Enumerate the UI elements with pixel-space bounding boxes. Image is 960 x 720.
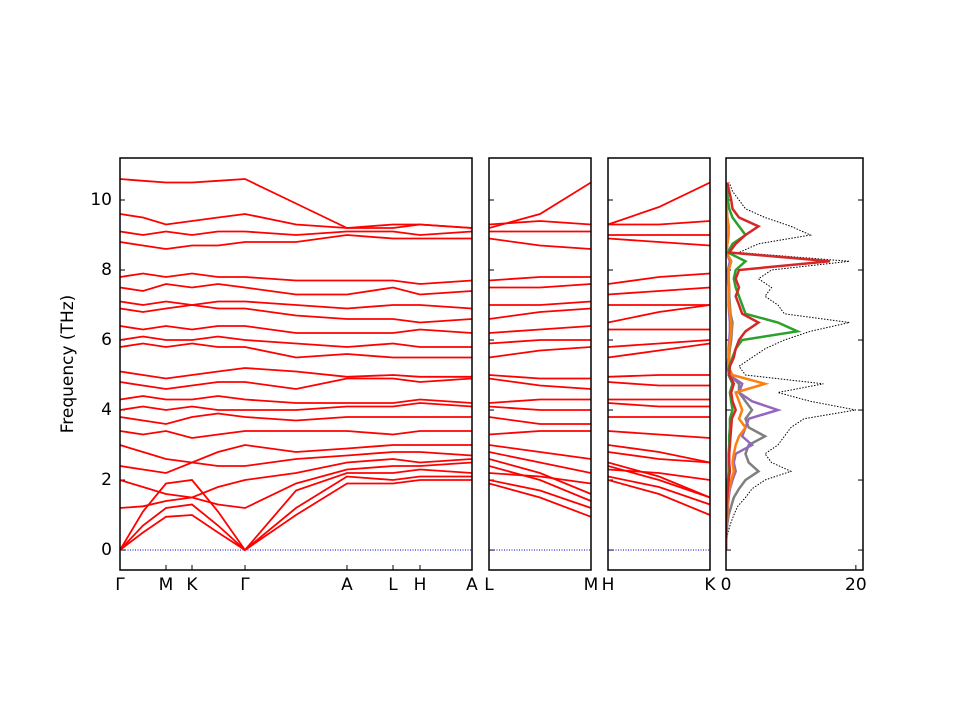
dos-line [726, 182, 770, 550]
band-line [608, 461, 710, 499]
band-line [608, 220, 710, 226]
band-line [489, 405, 591, 411]
band-line [608, 339, 710, 348]
band-line [120, 458, 472, 499]
band-line [608, 286, 710, 296]
band-line [120, 325, 472, 334]
band-line [489, 346, 591, 359]
x-tick-label: 0 [721, 575, 732, 595]
band-line [489, 283, 591, 289]
band-line [120, 234, 472, 250]
band-line [608, 304, 710, 324]
band-line [120, 468, 472, 552]
x-tick-label: H [602, 575, 615, 595]
y-tick-label: 0 [101, 540, 112, 560]
band-line [489, 325, 591, 334]
band-line [608, 479, 710, 516]
band-line [489, 444, 591, 460]
band-line [120, 230, 472, 236]
band-line [608, 444, 710, 464]
band-line [489, 300, 591, 306]
band-line [120, 402, 472, 411]
band-line [120, 178, 472, 229]
x-tick-label: A [466, 575, 478, 595]
band-line [489, 451, 591, 474]
x-tick-label: K [186, 575, 198, 595]
band-line [120, 304, 472, 324]
band-line [120, 395, 472, 404]
band-line [489, 374, 591, 380]
band-line [608, 374, 710, 378]
band-line [489, 416, 591, 425]
band-line [489, 377, 591, 390]
band-line [489, 181, 591, 229]
dos-line [726, 182, 783, 550]
band-line [489, 237, 591, 250]
band-line [608, 430, 710, 439]
band-line [608, 272, 710, 285]
y-tick-label: 6 [101, 330, 112, 350]
x-tick-label: M [159, 575, 174, 595]
y-tick-label: 8 [101, 260, 112, 280]
band-line [608, 237, 710, 247]
dos-line [726, 182, 856, 551]
band-line [489, 482, 591, 518]
y-tick-label: 10 [90, 190, 112, 210]
band-line [489, 307, 591, 320]
band-line [608, 465, 710, 499]
band-line [608, 475, 710, 506]
y-axis-label: Frequency (THz) [58, 295, 78, 434]
band-line [489, 398, 591, 404]
band-line [608, 451, 710, 464]
dos-line [726, 182, 768, 550]
band-line [489, 472, 591, 485]
x-tick-label: K [704, 575, 716, 595]
band-line [608, 181, 710, 226]
band-line [120, 461, 472, 509]
band-line [120, 475, 472, 552]
x-tick-label: L [484, 575, 494, 595]
band-line [120, 412, 472, 425]
plot-frame [488, 157, 592, 571]
x-tick-label: 20 [845, 575, 867, 595]
x-tick-label: M [584, 575, 599, 595]
y-tick-label: 4 [101, 400, 112, 420]
band-line [489, 276, 591, 282]
x-tick-label: H [414, 575, 427, 595]
band-line [120, 335, 472, 348]
x-tick-label: Γ [240, 575, 250, 595]
band-line [489, 339, 591, 345]
band-line [120, 300, 472, 310]
band-line [608, 402, 710, 408]
band-line [120, 377, 472, 390]
x-tick-label: A [341, 575, 353, 595]
plot-frame [607, 157, 711, 571]
band-line [120, 272, 472, 285]
band-line [489, 479, 591, 509]
band-line [120, 430, 472, 439]
x-tick-label: Γ [115, 575, 125, 595]
plot-frame [725, 157, 864, 571]
band-line [120, 367, 472, 380]
band-line [489, 458, 591, 495]
y-tick-label: 2 [101, 470, 112, 490]
band-line [608, 342, 710, 359]
band-line [120, 283, 472, 296]
band-line [120, 213, 472, 229]
plot-frame [119, 157, 473, 571]
band-line [489, 430, 591, 436]
band-line [120, 342, 472, 359]
band-line [120, 444, 472, 464]
band-line [608, 381, 710, 387]
dos-line [726, 182, 831, 550]
x-tick-label: L [388, 575, 398, 595]
band-line [120, 451, 472, 474]
band-line [489, 465, 591, 502]
